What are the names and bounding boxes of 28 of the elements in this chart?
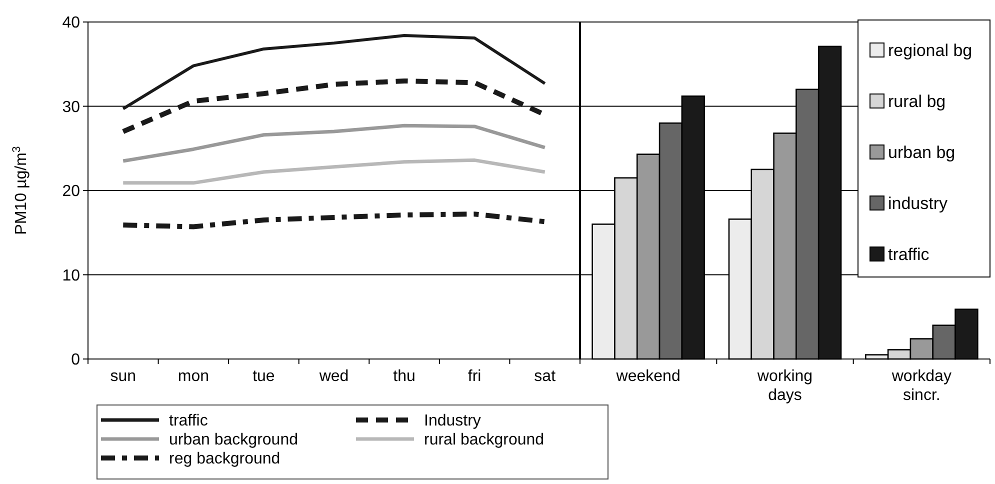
y-tick-label: 20 xyxy=(62,183,80,200)
x-tick-label: wed xyxy=(318,368,349,385)
legend-label: traffic xyxy=(888,244,930,264)
x-tick-label: tue xyxy=(252,368,275,385)
line-series xyxy=(121,124,547,163)
y-tick-label: 10 xyxy=(62,267,80,284)
x-tick-label: working days xyxy=(756,368,813,404)
line-series xyxy=(121,158,547,185)
legend-label: Industry xyxy=(424,412,481,430)
legend-label: regional bg xyxy=(888,40,972,60)
x-tick-label: weekend xyxy=(615,368,680,385)
x-tick-label: thu xyxy=(393,368,416,385)
x-tick-label: sun xyxy=(110,368,136,385)
legend-label: urban background xyxy=(169,432,298,449)
legend-label: traffic xyxy=(169,412,208,430)
legend-label: rural background xyxy=(424,432,544,449)
y-tick-label: 30 xyxy=(62,98,80,116)
legend-label: reg background xyxy=(169,450,280,468)
x-tick-label: mon xyxy=(178,368,209,385)
y-tick-label: 40 xyxy=(62,14,80,32)
line-series xyxy=(122,34,546,110)
legend-label: rural bg xyxy=(888,92,946,111)
legend-label: urban bg xyxy=(888,142,956,162)
x-tick-label: sat xyxy=(534,368,556,385)
x-tick-label: fri xyxy=(468,368,482,385)
legend-label: industry xyxy=(888,194,948,213)
y-tick-label: 0 xyxy=(71,352,80,369)
x-tick-label: workday sincr. xyxy=(890,368,952,404)
